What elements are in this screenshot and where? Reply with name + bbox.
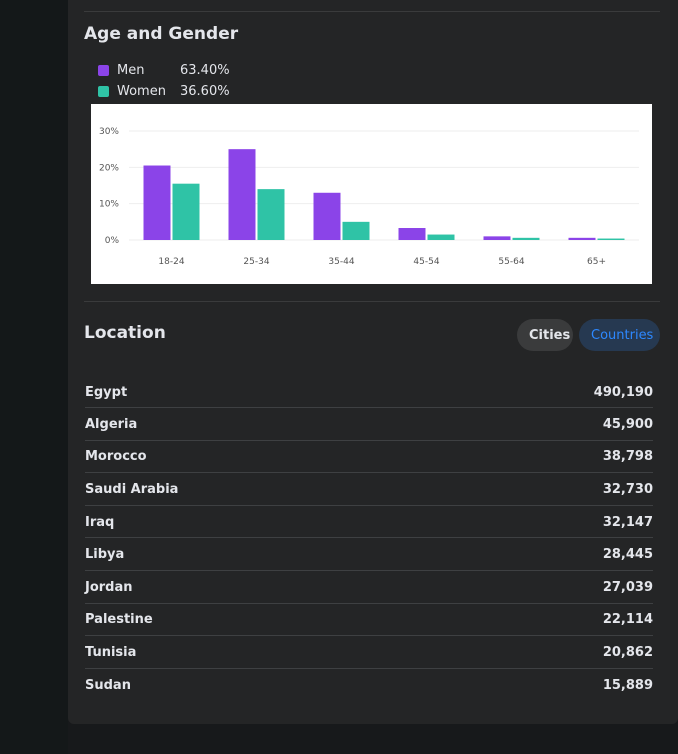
location-count: 32,147 bbox=[602, 514, 653, 530]
gender-legend: Men 63.40% Women 36.60% bbox=[98, 60, 258, 102]
page-backdrop bbox=[0, 0, 68, 754]
age-gender-chart: 0% 10% 20% 30% 18-24 25-34 35-44 45-54 55-64 65+ bbox=[91, 104, 652, 284]
location-row: Tunisia 20,862 bbox=[85, 636, 653, 669]
legend-item-men: Men 63.40% bbox=[98, 60, 258, 81]
location-name: Sudan bbox=[85, 678, 131, 694]
legend-label: Women bbox=[117, 84, 166, 99]
location-count: 27,039 bbox=[602, 579, 653, 595]
location-name: Iraq bbox=[85, 514, 115, 530]
bar-women-55-64 bbox=[512, 237, 540, 240]
bar-men-25-34 bbox=[228, 149, 256, 240]
legend-swatch-women bbox=[98, 86, 109, 97]
location-count: 38,798 bbox=[602, 449, 653, 465]
legend-item-women: Women 36.60% bbox=[98, 81, 258, 102]
y-tick-label: 10% bbox=[99, 200, 119, 210]
location-name: Tunisia bbox=[85, 644, 137, 660]
x-tick-label: 18-24 bbox=[158, 257, 184, 267]
bar-men-65+ bbox=[568, 237, 596, 240]
tab-cities[interactable]: Cities bbox=[517, 319, 573, 351]
bar-men-35-44 bbox=[313, 192, 341, 240]
tab-countries[interactable]: Countries bbox=[579, 319, 660, 351]
location-row: Jordan 27,039 bbox=[85, 571, 653, 604]
bar-women-65+ bbox=[597, 238, 625, 240]
y-tick-label: 30% bbox=[99, 127, 119, 137]
location-name: Morocco bbox=[85, 449, 147, 465]
location-name: Palestine bbox=[85, 612, 153, 628]
location-row: Libya 28,445 bbox=[85, 538, 653, 571]
location-row: Morocco 38,798 bbox=[85, 441, 653, 474]
location-row: Egypt 490,190 bbox=[85, 376, 653, 408]
location-count: 32,730 bbox=[602, 481, 653, 497]
bar-men-18-24 bbox=[143, 165, 171, 240]
age-gender-title: Age and Gender bbox=[84, 24, 239, 44]
bar-women-25-34 bbox=[257, 189, 285, 240]
bar-chart-svg: 0% 10% 20% 30% 18-24 25-34 35-44 45-54 55-64 65+ bbox=[99, 127, 639, 267]
insights-panel: Age and Gender Men 63.40% Women 36.60% 0… bbox=[68, 0, 678, 724]
location-name: Jordan bbox=[85, 579, 133, 595]
legend-value: 36.60% bbox=[180, 84, 230, 99]
location-title: Location bbox=[84, 323, 166, 343]
location-name: Algeria bbox=[85, 416, 138, 432]
x-tick-label: 65+ bbox=[587, 257, 606, 267]
x-tick-label: 55-64 bbox=[498, 257, 524, 267]
divider bbox=[84, 11, 660, 12]
y-tick-label: 0% bbox=[105, 236, 120, 246]
page-backdrop-bottom bbox=[68, 724, 678, 754]
location-count: 15,889 bbox=[602, 678, 653, 694]
y-tick-label: 20% bbox=[99, 163, 119, 173]
divider bbox=[84, 301, 660, 302]
location-row: Sudan 15,889 bbox=[85, 669, 653, 702]
location-name: Egypt bbox=[85, 384, 128, 400]
legend-label: Men bbox=[117, 63, 145, 78]
x-tick-label: 45-54 bbox=[413, 257, 439, 267]
location-row: Saudi Arabia 32,730 bbox=[85, 473, 653, 506]
location-list: Egypt 490,190 Algeria 45,900 Morocco 38,… bbox=[85, 376, 653, 701]
bar-men-45-54 bbox=[398, 228, 426, 240]
legend-swatch-men bbox=[98, 65, 109, 76]
location-count: 45,900 bbox=[602, 416, 653, 432]
x-tick-label: 35-44 bbox=[328, 257, 354, 267]
bar-women-45-54 bbox=[427, 234, 455, 240]
legend-value: 63.40% bbox=[180, 63, 230, 78]
location-row: Algeria 45,900 bbox=[85, 408, 653, 441]
bar-men-55-64 bbox=[483, 236, 511, 240]
bar-women-35-44 bbox=[342, 221, 370, 240]
location-name: Saudi Arabia bbox=[85, 481, 179, 497]
bar-women-18-24 bbox=[172, 183, 200, 240]
location-row: Iraq 32,147 bbox=[85, 506, 653, 539]
location-name: Libya bbox=[85, 547, 125, 563]
location-count: 22,114 bbox=[602, 612, 653, 628]
location-count: 28,445 bbox=[602, 547, 653, 563]
location-count: 490,190 bbox=[593, 384, 653, 400]
x-tick-label: 25-34 bbox=[243, 257, 269, 267]
location-row: Palestine 22,114 bbox=[85, 604, 653, 637]
location-count: 20,862 bbox=[602, 644, 653, 660]
